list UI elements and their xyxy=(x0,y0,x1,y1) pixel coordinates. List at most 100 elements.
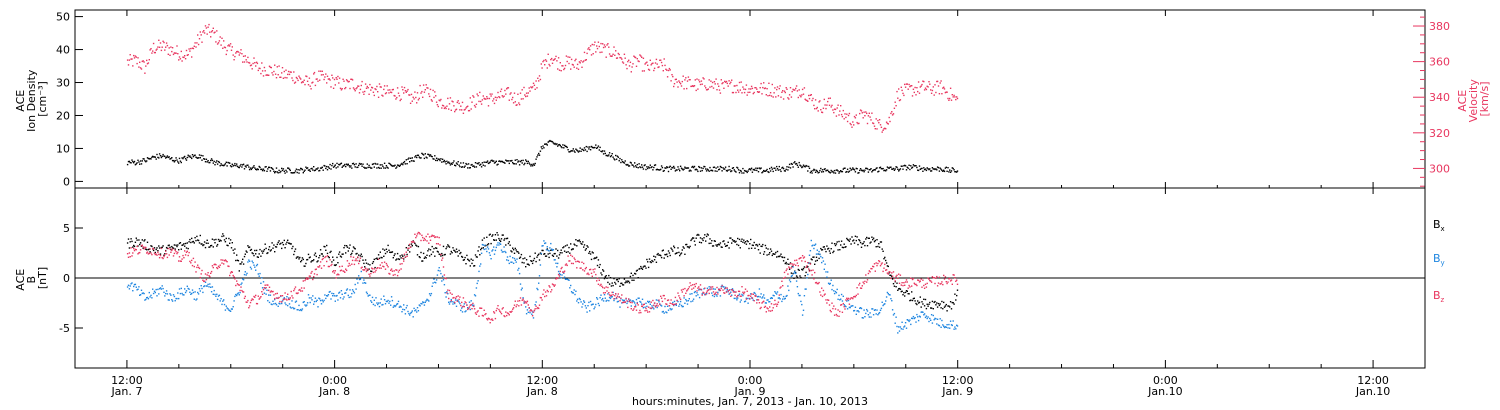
velocity-point xyxy=(544,59,547,61)
by-point xyxy=(482,244,484,246)
bx-point xyxy=(885,262,888,264)
density-point xyxy=(923,168,926,171)
bx-point xyxy=(818,257,820,260)
by-point xyxy=(805,288,807,290)
bz-point xyxy=(891,272,893,274)
velocity-point xyxy=(894,101,896,103)
by-point xyxy=(590,304,593,306)
by-point xyxy=(416,307,419,309)
velocity-point xyxy=(362,91,364,93)
bx-point xyxy=(336,256,338,259)
bx-point xyxy=(461,255,463,258)
bz-point xyxy=(263,287,266,289)
density-point xyxy=(816,170,818,173)
bx-point xyxy=(623,278,626,280)
velocity-point xyxy=(497,91,499,94)
bx-point xyxy=(400,257,402,259)
bz-point xyxy=(729,292,731,295)
bx-point xyxy=(706,233,709,235)
density-point xyxy=(709,166,711,169)
bz-point xyxy=(578,261,581,263)
bx-point xyxy=(318,257,320,259)
density-point xyxy=(851,168,853,171)
velocity-point xyxy=(934,84,936,86)
density-point xyxy=(391,165,394,167)
density-point xyxy=(664,167,666,169)
bx-point xyxy=(555,248,557,250)
velocity-point xyxy=(383,88,385,91)
bz-point xyxy=(126,253,129,255)
bz-point xyxy=(549,286,551,288)
velocity-point xyxy=(518,103,521,106)
bz-point xyxy=(153,252,156,254)
bx-point xyxy=(546,248,548,250)
bz-point xyxy=(165,253,168,255)
bz-point xyxy=(551,289,553,291)
density-point xyxy=(392,165,394,167)
velocity-point xyxy=(931,89,934,92)
velocity-point xyxy=(253,57,255,59)
density-point xyxy=(833,172,835,174)
by-point xyxy=(726,289,728,291)
density-point xyxy=(645,168,647,171)
bz-point xyxy=(291,295,293,297)
density-point xyxy=(202,155,204,157)
bz-point xyxy=(227,265,229,267)
velocity-point xyxy=(638,60,640,63)
by-point xyxy=(179,292,182,295)
bx-point xyxy=(391,251,394,253)
velocity-point xyxy=(926,85,928,87)
velocity-point xyxy=(160,49,163,52)
by-point xyxy=(313,303,315,305)
bx-point xyxy=(881,248,883,250)
by-point xyxy=(711,292,713,294)
density-point xyxy=(611,153,613,155)
by-point xyxy=(451,301,453,303)
density-point xyxy=(911,167,913,169)
density-point xyxy=(927,168,929,170)
bx-point xyxy=(146,249,148,251)
velocity-point xyxy=(360,84,362,87)
velocity-point xyxy=(548,63,550,66)
velocity-point xyxy=(310,88,312,90)
bz-point xyxy=(515,305,517,308)
velocity-point xyxy=(954,96,956,98)
bz-point xyxy=(139,249,142,251)
velocity-point xyxy=(294,81,297,83)
bx-point xyxy=(272,247,274,249)
velocity-point xyxy=(162,40,164,42)
bz-point xyxy=(756,299,759,301)
bz-point xyxy=(490,319,492,321)
bx-point xyxy=(322,255,324,257)
by-point xyxy=(461,311,464,313)
velocity-point xyxy=(442,105,445,107)
density-point xyxy=(615,154,617,157)
velocity-point xyxy=(171,50,173,53)
bz-point xyxy=(928,278,930,280)
bx-point xyxy=(602,269,604,271)
by-point xyxy=(495,246,497,249)
bz-point xyxy=(735,291,737,293)
bx-point xyxy=(179,242,182,244)
bz-point xyxy=(712,291,715,293)
bx-point xyxy=(686,246,689,248)
bx-point xyxy=(304,265,306,267)
by-point xyxy=(340,290,343,292)
density-point xyxy=(731,167,734,169)
velocity-point xyxy=(925,88,928,91)
velocity-point xyxy=(280,76,282,78)
bx-point xyxy=(302,258,304,261)
bz-point xyxy=(717,293,719,295)
bx-point xyxy=(910,299,912,301)
by-point xyxy=(398,306,401,308)
bx-point xyxy=(885,259,887,262)
bx-point xyxy=(821,249,824,251)
bx-point xyxy=(509,244,511,246)
by-point xyxy=(312,295,314,297)
velocity-point xyxy=(332,77,334,79)
density-ylabel: ACE Ion Density [cm⁻³] xyxy=(14,66,49,132)
velocity-point xyxy=(140,68,143,70)
bz-point xyxy=(260,296,262,298)
velocity-point xyxy=(540,63,542,65)
velocity-point xyxy=(519,92,522,94)
